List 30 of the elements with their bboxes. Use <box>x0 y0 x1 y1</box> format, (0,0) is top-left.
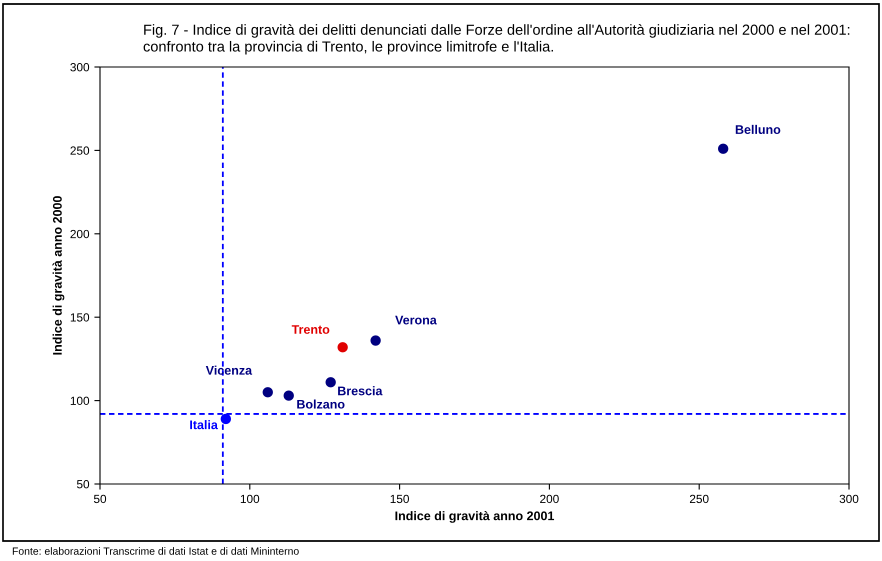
series-label: Trento <box>292 325 330 334</box>
series-label: Belluno <box>736 124 780 134</box>
series-label: Verona <box>395 316 437 324</box>
series-label: Vicenza <box>206 366 252 375</box>
x-axis-title: Indice di gravità anno 2001 <box>395 510 554 523</box>
point <box>220 414 231 424</box>
point <box>338 342 348 352</box>
y-tick-label: 250 <box>70 146 90 155</box>
x-tick-label: 250 <box>690 494 709 504</box>
source-note: Fonte: elaborazioni Transcrime di dati Istat e di dati Mininterno <box>12 547 299 555</box>
x-tick-label: 150 <box>390 494 409 504</box>
point <box>262 387 273 398</box>
y-tick-label: 300 <box>70 63 90 72</box>
series-label: Bolzano <box>297 399 345 409</box>
point <box>326 377 336 388</box>
y-tick-label: 150 <box>70 313 90 322</box>
x-tick-label: 200 <box>540 494 559 504</box>
x-tick-label: 50 <box>94 494 106 504</box>
point <box>370 335 381 346</box>
x-tick-label: 300 <box>840 494 858 504</box>
y-tick-label: 200 <box>70 230 90 238</box>
chart-title: Fig. 7 - Indice di gravità dei delitti denunciati dalle Forze dell'ordine all'Autorità giudiziaria nel 2000 e nel 2001: confronto tra la provincia di Trento, le province limitrofe e l'Italia. <box>144 24 850 55</box>
point <box>284 390 294 401</box>
point <box>718 144 728 154</box>
y-tick-label: 50 <box>76 480 90 488</box>
x-tick-label: 100 <box>240 494 260 504</box>
series-label: Italia <box>190 420 218 430</box>
series-label: Brescia <box>338 386 383 396</box>
y-axis-title: Indice di gravità anno 2000 <box>52 196 64 355</box>
y-tick-label: 100 <box>70 396 90 405</box>
